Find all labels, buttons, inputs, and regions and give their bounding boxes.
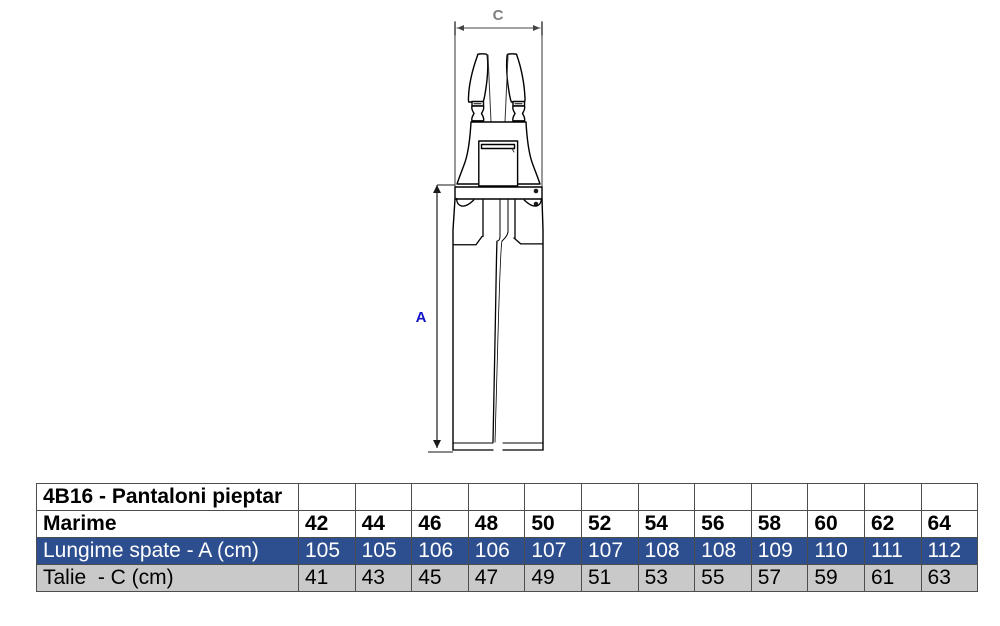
svg-text:A: A: [416, 309, 427, 326]
svg-text:C: C: [493, 7, 504, 24]
